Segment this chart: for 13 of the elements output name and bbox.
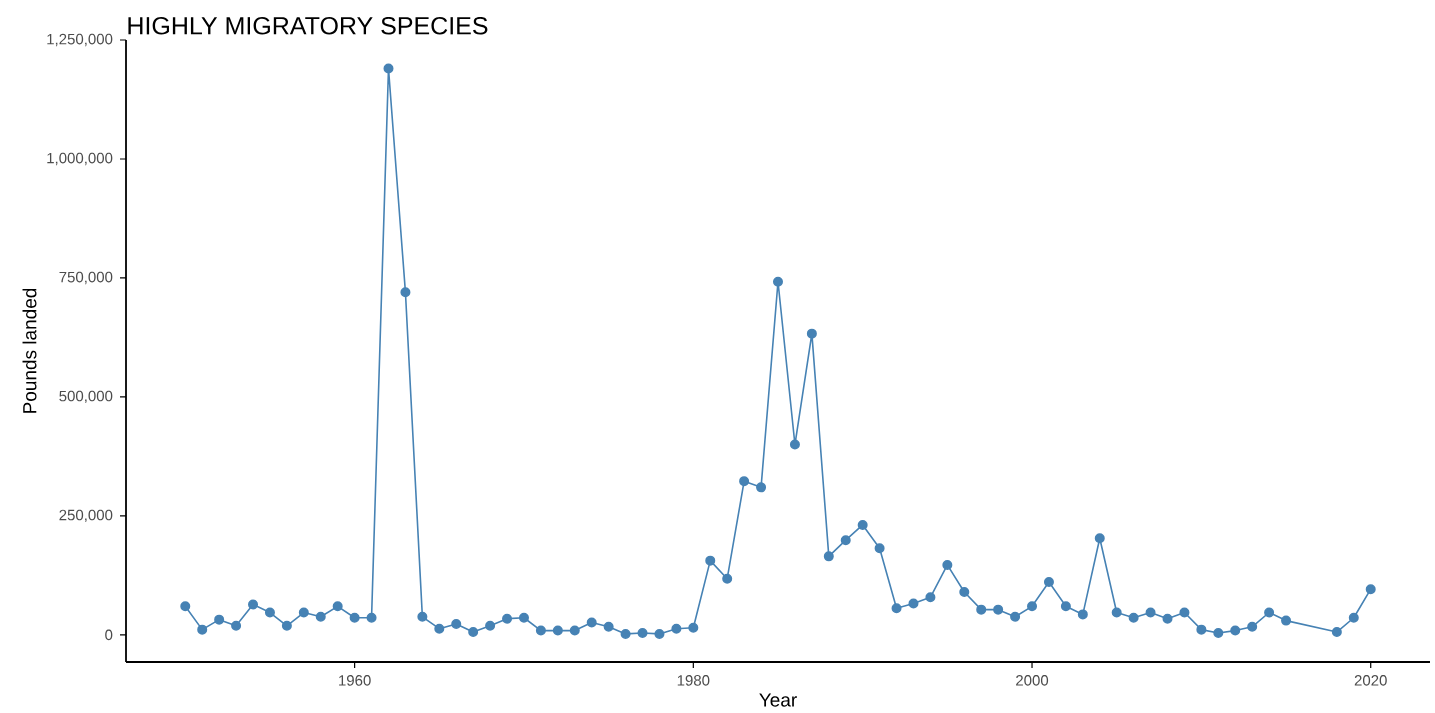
x-axis-title: Year [759,693,797,707]
chart-title: HIGHLY MIGRATORY SPECIES [128,16,488,35]
y-axis-title: Pounds landed [22,288,37,413]
y-tick-label: 500,000 [59,390,113,404]
y-tick-label: 0 [105,629,113,641]
x-tick-label: 1960 [339,675,371,686]
x-tick-label: 1980 [677,675,710,686]
x-tick-label: 2000 [1016,675,1049,686]
y-tick-label: 1,000,000 [47,152,113,166]
y-tick-label: 750,000 [59,271,113,285]
x-tick-label: 2020 [1354,675,1387,686]
y-tick-label: 250,000 [59,509,113,523]
y-tick-label: 1,250,000 [47,33,113,47]
